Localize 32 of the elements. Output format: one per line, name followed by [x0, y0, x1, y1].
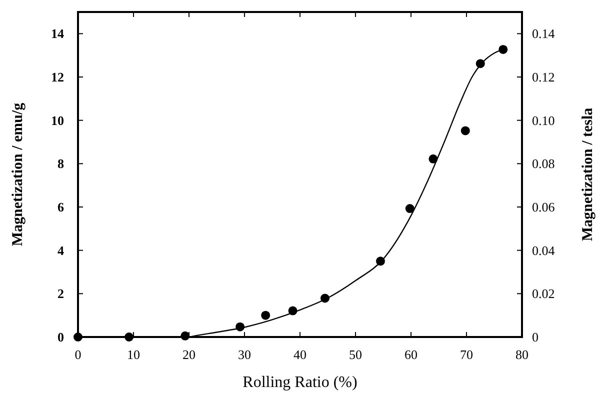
y2-tick-label: 0	[532, 330, 538, 345]
y2-tick-label: 0.04	[532, 242, 556, 258]
point	[405, 204, 414, 214]
y-tick-label: 12	[51, 70, 64, 85]
y2-tick-label: 0.02	[532, 286, 555, 302]
y-tick-label: 14	[51, 26, 64, 42]
y-tick-label: 2	[58, 286, 64, 302]
x-tick-label: 50	[349, 347, 362, 362]
point	[74, 332, 82, 342]
x-tick-label: 70	[460, 347, 473, 362]
y2-tick-label: 0.06	[532, 200, 556, 215]
x-tick-label: 20	[182, 347, 196, 362]
y2-tick-label: 0.12	[532, 70, 555, 85]
y2-tick-label: 0.10	[532, 112, 555, 128]
y2-axis-title: Magnetization / tesla	[580, 107, 596, 242]
x-tick-label: 40	[294, 347, 306, 362]
y-tick-label: 0	[58, 330, 64, 345]
y-tick-label: 6	[58, 200, 64, 215]
x-tick-label: 0	[74, 347, 82, 362]
y-tick-label: 10	[51, 112, 64, 128]
y2-tick-label: 0.08	[532, 156, 555, 172]
x-tick-label: 60	[404, 347, 418, 362]
x-axis-title: Rolling Ratio (%)	[242, 374, 358, 391]
y-tick-label: 8	[58, 156, 64, 172]
y-axis-title: Magnetization / emu/g	[10, 102, 26, 246]
x-tick-label: 80	[516, 347, 528, 362]
point	[460, 126, 470, 136]
y-tick-label: 4	[58, 242, 64, 258]
x-tick-label: 30	[238, 347, 251, 362]
x-tick-label: 10	[127, 347, 140, 362]
point	[261, 310, 270, 320]
y2-tick-label: 0.14	[532, 26, 556, 42]
